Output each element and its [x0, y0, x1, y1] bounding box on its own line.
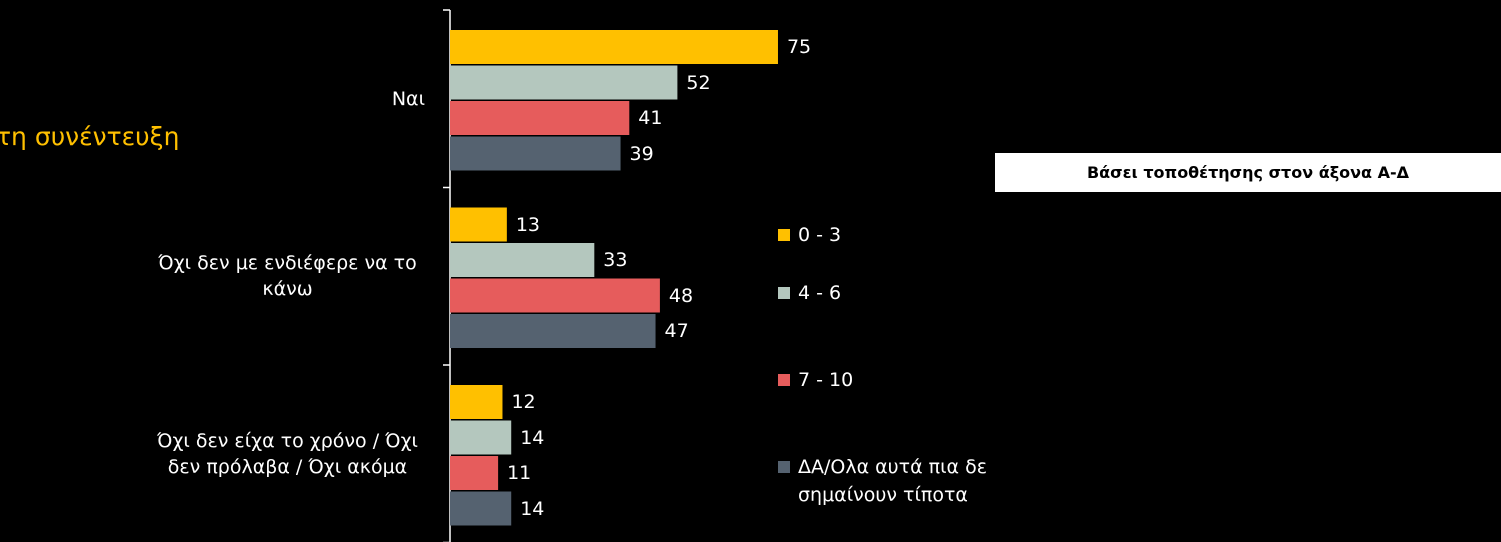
bar [450, 65, 678, 100]
legend-label: 0 - 3 [798, 224, 842, 246]
bar [450, 278, 660, 313]
legend-swatch [778, 229, 790, 241]
value-label: 12 [511, 391, 536, 413]
value-label: 13 [515, 213, 541, 236]
value-label: 14 [520, 497, 545, 520]
legend-label: 4 - 6 [798, 282, 842, 304]
value-label: 39 [629, 142, 654, 165]
bar [450, 207, 507, 242]
chart-title: τη συνέντευξη [0, 122, 180, 151]
category-label: Όχι δεν με ενδιέφερε να το κάνω [158, 252, 417, 301]
value-label: 14 [520, 426, 545, 449]
value-label: 48 [668, 284, 694, 307]
value-label: 47 [664, 320, 689, 342]
bar [450, 456, 499, 490]
bar [450, 243, 595, 277]
value-label: 41 [638, 107, 663, 129]
bar [450, 314, 656, 348]
bar [450, 136, 621, 171]
value-label: 75 [786, 36, 812, 58]
legend-swatch [778, 287, 790, 299]
legend-label: ΔΑ/Ολα αυτά πια δε σημαίνουν τίποτα [798, 456, 988, 506]
legend-label: 7 - 10 [798, 369, 854, 391]
bar [450, 420, 512, 455]
annotation: Βάσει τοποθέτησης στον άξονα Α-Δ [995, 153, 1501, 192]
category-label: Όχι δεν είχα το χρόνο / Όχι δεν πρόλαβα … [157, 429, 418, 478]
legend-swatch [778, 374, 790, 386]
legend-swatch [778, 461, 790, 473]
bar [450, 101, 630, 135]
value-label: 33 [603, 249, 628, 271]
bar [450, 491, 512, 526]
value-label: 52 [686, 71, 711, 94]
category-label: Ναι [391, 87, 425, 110]
value-label: 11 [507, 462, 532, 484]
bar [450, 30, 778, 64]
bar [450, 385, 503, 419]
